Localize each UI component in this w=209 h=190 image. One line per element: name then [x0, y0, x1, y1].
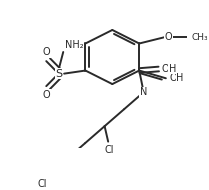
Text: H: H — [176, 73, 184, 83]
Text: O: O — [43, 90, 50, 100]
Text: NH₂: NH₂ — [65, 40, 84, 51]
Text: O: O — [43, 48, 50, 57]
Text: N: N — [140, 87, 147, 97]
Text: S: S — [55, 69, 62, 79]
Text: H: H — [168, 64, 176, 74]
Text: Cl: Cl — [37, 179, 47, 189]
Text: CH₃: CH₃ — [192, 33, 208, 42]
Text: Cl: Cl — [104, 145, 114, 155]
Text: O: O — [165, 32, 173, 42]
Text: O: O — [169, 73, 177, 83]
Text: O: O — [161, 64, 169, 74]
